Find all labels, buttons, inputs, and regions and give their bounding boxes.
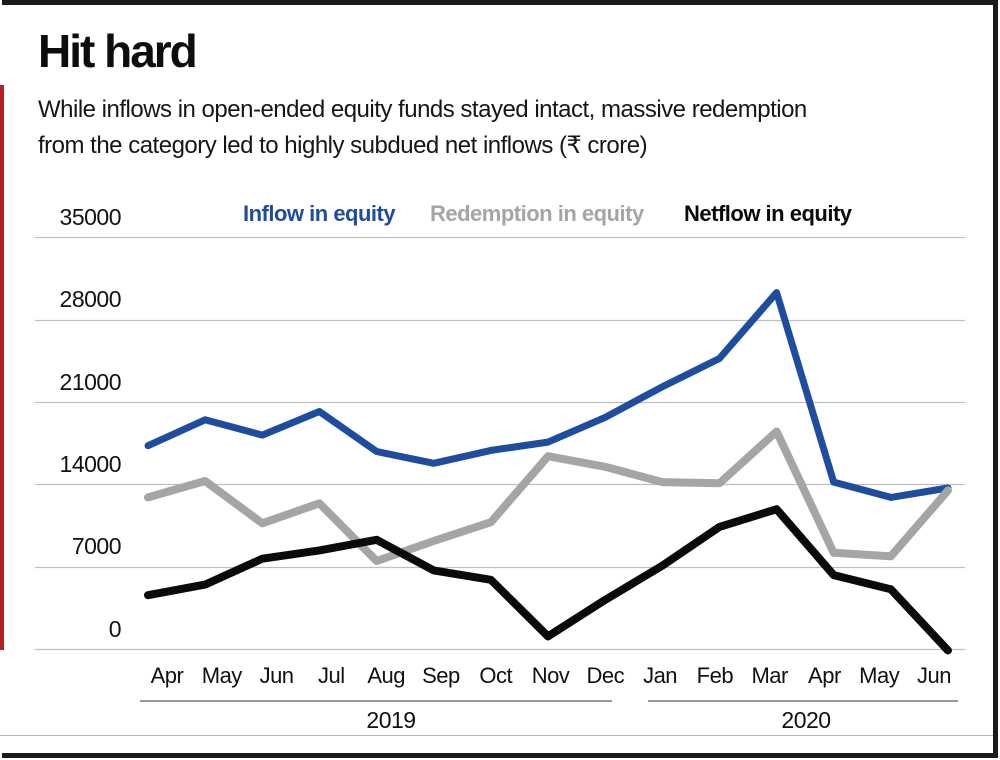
x-tick-10-feb: Feb: [696, 663, 734, 688]
x-tick-7-nov: Nov: [531, 663, 570, 688]
x-tick-4-aug: Aug: [367, 663, 405, 688]
page-title: Hit hard: [38, 25, 198, 77]
legend-redemption: Redemption in equity: [430, 201, 644, 226]
y-tick-21000: 21000: [59, 368, 122, 395]
legend-inflow: Inflow in equity: [243, 201, 396, 226]
x-tick-11-mar: Mar: [751, 663, 788, 688]
frame-border-bottom: [2, 753, 998, 758]
redemption-line: [144, 427, 952, 565]
y-tick-7000: 7000: [71, 533, 122, 560]
x-tick-3-jul: Jul: [318, 663, 345, 688]
subtitle-line-1: While inflows in open-ended equity funds…: [38, 96, 807, 123]
x-tick-8-dec: Dec: [586, 663, 625, 688]
subtitle-line-2: from the category led to highly subdued …: [38, 132, 648, 159]
y-tick-28000: 28000: [59, 286, 122, 313]
x-tick-1-may: May: [201, 663, 243, 688]
x-tick-6-oct: Oct: [479, 663, 513, 688]
year-label-2020: 2020: [781, 707, 831, 733]
legend-netflow: Netflow in equity: [684, 201, 852, 226]
year-group-rule-2020: [648, 700, 958, 702]
y-tick-35000: 35000: [59, 203, 122, 230]
bottom-hairline: [0, 735, 993, 736]
frame-border-top: [2, 0, 998, 5]
inflow-line: [144, 289, 952, 501]
x-tick-2-jun: Jun: [259, 663, 294, 688]
x-tick-12-apr: Apr: [808, 663, 841, 688]
x-tick-14-jun: Jun: [917, 663, 951, 688]
y-tick-0: 0: [108, 615, 122, 642]
y-tick-14000: 14000: [59, 451, 122, 477]
year-label-2019: 2019: [366, 707, 416, 733]
x-tick-0-apr: Apr: [150, 663, 184, 688]
frame-border-right: [993, 0, 998, 758]
x-tick-13-may: May: [859, 663, 900, 688]
year-group-rule-2019: [140, 700, 612, 702]
x-tick-9-jan: Jan: [643, 663, 678, 688]
x-tick-5-sep: Sep: [422, 663, 460, 688]
left-accent-stripe: [0, 85, 4, 650]
netflow-line: [144, 505, 952, 655]
